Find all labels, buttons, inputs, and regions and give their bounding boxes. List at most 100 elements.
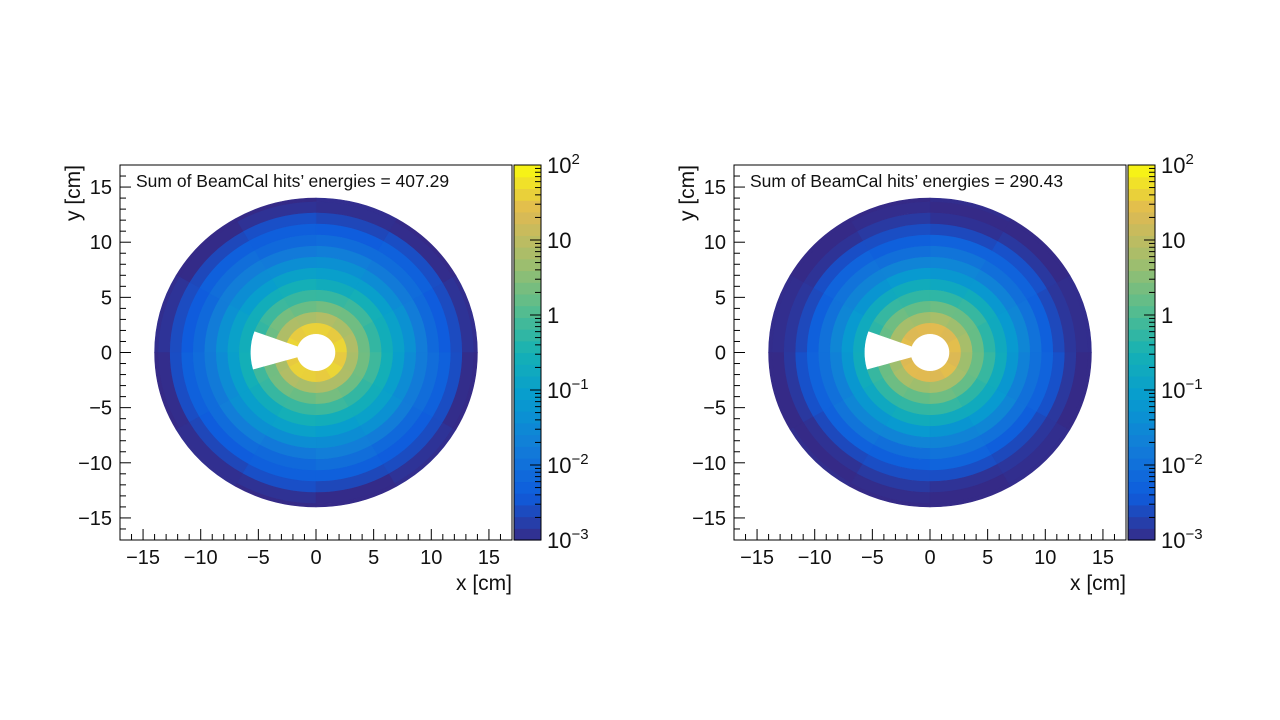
colorbar-label: 10: [1161, 228, 1185, 253]
colorbar-cell: [1128, 411, 1155, 424]
heatmap-chart-right: −15 −10 −5 0 5 10 15 −15 −10 −5 0 5 10 15 x [cm] y [cm]…: [676, 151, 1203, 595]
heatmap-bin: [452, 352, 478, 431]
heatmap-bins: [768, 197, 1092, 508]
colorbar-cell: [1128, 481, 1155, 494]
colorbar: [1127, 164, 1156, 541]
colorbar-cell: [1128, 446, 1155, 459]
colorbar-label: 1: [1161, 303, 1173, 328]
colorbar-cell: [1128, 399, 1155, 412]
heatmap-panel-left: −15 −10 −5 0 5 10 15 −15 −10 −5 0 5 10 15 x [cm] y [cm]…: [0, 0, 620, 625]
colorbar-cell: [514, 317, 541, 330]
colorbar: [513, 164, 542, 541]
y-tick-label: 5: [715, 287, 726, 309]
colorbar-cell: [514, 493, 541, 506]
colorbar-label: 102: [1161, 151, 1194, 178]
x-tick-label: −15: [740, 547, 774, 569]
colorbar-cell: [1128, 247, 1155, 260]
colorbar-cell: [514, 504, 541, 518]
x-tick-label: 0: [924, 547, 935, 569]
colorbar-cell: [514, 375, 541, 389]
colorbar-cell: [1128, 422, 1155, 436]
colorbar-cell: [1128, 352, 1155, 365]
colorbar-label: 1: [547, 303, 559, 328]
x-tick-label: 15: [1092, 547, 1114, 569]
y-axis-title: y [cm]: [62, 165, 85, 221]
colorbar-cell: [514, 387, 541, 400]
colorbar-cell: [1128, 293, 1155, 307]
x-axis-title: x [cm]: [1070, 572, 1126, 595]
colorbar-cell: [514, 223, 541, 236]
colorbar-cell: [1128, 317, 1155, 330]
y-tick-label: −15: [692, 508, 726, 530]
colorbar-cell: [514, 305, 541, 318]
x-tick-label: 10: [420, 547, 442, 569]
colorbar-label: 10−3: [547, 526, 589, 553]
colorbar-cell: [514, 469, 541, 483]
colorbar-cell: [514, 293, 541, 307]
heatmap-bins: [154, 197, 478, 508]
colorbar-cell: [514, 411, 541, 424]
colorbar-cell: [514, 516, 541, 529]
colorbar-cell: [514, 446, 541, 459]
energy-sum-annotation: Sum of BeamCal hits’ energies = 407.29: [136, 171, 449, 191]
heatmap-panel-right: −15 −10 −5 0 5 10 15 −15 −10 −5 0 5 10 15 x [cm] y [cm]…: [614, 0, 1234, 625]
y-tick-label: −10: [692, 453, 726, 475]
x-tick-label: −5: [247, 547, 270, 569]
colorbar-cell: [1128, 223, 1155, 236]
colorbar-cell: [1128, 493, 1155, 506]
colorbar-cell: [1128, 528, 1155, 541]
colorbar-cell: [1128, 434, 1155, 447]
colorbar-cell: [1128, 235, 1155, 248]
colorbar-label: 10−3: [1161, 526, 1203, 553]
colorbar-cell: [514, 329, 541, 342]
colorbar-cell: [514, 422, 541, 436]
colorbar-cell: [514, 352, 541, 365]
x-axis-title: x [cm]: [456, 572, 512, 595]
colorbar-cell: [1128, 270, 1155, 283]
y-tick-label: 5: [101, 287, 112, 309]
y-tick-label: 15: [704, 177, 726, 199]
colorbar-cell: [1128, 305, 1155, 318]
colorbar-cell: [514, 270, 541, 283]
colorbar-cell: [514, 258, 541, 272]
colorbar-ticks: [1144, 164, 1155, 541]
colorbar-cell: [1128, 200, 1155, 213]
energy-sum-annotation: Sum of BeamCal hits’ energies = 290.43: [750, 171, 1063, 191]
colorbar-label: 10−1: [547, 376, 589, 403]
colorbar-cell: [1128, 375, 1155, 389]
colorbar-cell: [1128, 282, 1155, 295]
axis-ticks: [733, 164, 1127, 541]
colorbar-label: 10: [547, 228, 571, 253]
colorbar-cell: [514, 340, 541, 354]
colorbar-frame: [513, 164, 542, 541]
colorbar-cell: [514, 188, 541, 201]
colorbar-cell: [514, 176, 541, 190]
y-tick-label: −5: [89, 398, 112, 420]
colorbar-cell: [514, 399, 541, 412]
colorbar-cell: [514, 211, 541, 225]
y-tick-label: 0: [101, 343, 112, 365]
colorbar-ticks: [530, 164, 541, 541]
colorbar-cell: [514, 247, 541, 260]
y-tick-label: −10: [78, 453, 112, 475]
colorbar-cell: [514, 528, 541, 541]
y-tick-label: −5: [703, 398, 726, 420]
x-tick-label: 15: [478, 547, 500, 569]
colorbar-cell: [514, 434, 541, 447]
colorbar-cell: [1128, 516, 1155, 529]
axis-ticks: [119, 164, 513, 541]
x-tick-label: 10: [1034, 547, 1056, 569]
colorbar-cell: [1128, 211, 1155, 225]
colorbar-cell: [1128, 329, 1155, 342]
heatmap-chart-left: −15 −10 −5 0 5 10 15 −15 −10 −5 0 5 10 15 x [cm] y [cm]…: [62, 151, 589, 595]
colorbar-cell: [1128, 340, 1155, 354]
x-tick-label: 5: [982, 547, 993, 569]
x-tick-label: −5: [861, 547, 884, 569]
colorbar-cell: [1128, 165, 1155, 178]
x-tick-label: −10: [184, 547, 218, 569]
colorbar-cell: [1128, 176, 1155, 190]
colorbar-cell: [514, 282, 541, 295]
x-tick-label: 5: [368, 547, 379, 569]
colorbar-label: 102: [547, 151, 580, 178]
colorbar-cell: [1128, 364, 1155, 377]
